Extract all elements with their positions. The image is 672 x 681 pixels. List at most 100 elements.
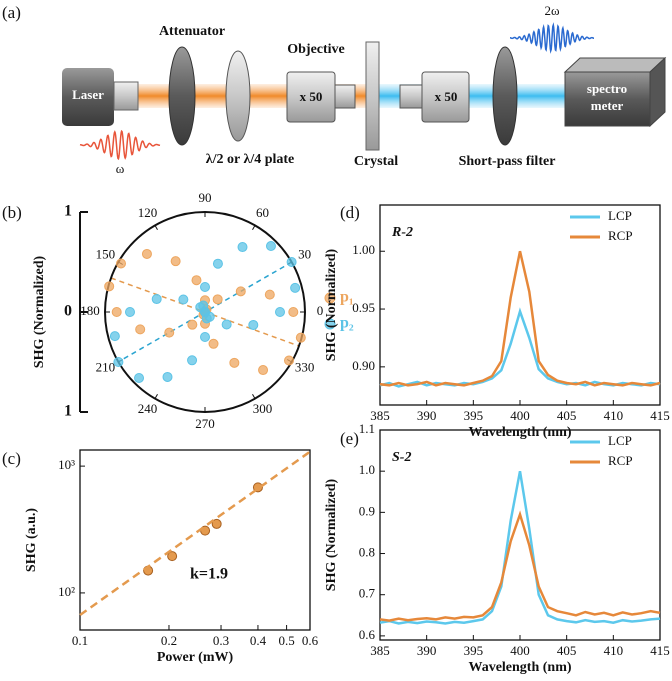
objective-nozzle: [334, 84, 356, 109]
y-tick-label: 10³: [58, 457, 75, 472]
polar-point: [162, 371, 173, 382]
radial-tick-label: 0: [64, 303, 72, 320]
polar-point: [115, 258, 126, 269]
y-tick-label: 0.9: [359, 503, 375, 518]
polar-point: [212, 294, 223, 305]
legend-label: p₁: [340, 289, 354, 306]
plot-frame: [79, 449, 311, 631]
harmonic-pulse: [510, 22, 594, 54]
x-tick-label: 385: [370, 643, 390, 658]
polar-point: [109, 331, 120, 342]
radial-tick-label: 1: [64, 203, 72, 220]
polar-point: [286, 257, 297, 267]
y-tick-label: 10²: [58, 584, 75, 599]
y-tick-label: 0.6: [359, 627, 376, 642]
filter-label: Short-pass filter: [459, 154, 556, 169]
x-axis-label: Wavelength (nm): [468, 425, 571, 440]
y-tick-label: 0.95: [352, 300, 375, 315]
angle-label: 60: [256, 205, 269, 220]
x-tick-label: 395: [464, 643, 484, 658]
polar-point: [113, 357, 124, 367]
angle-label: 150: [96, 246, 116, 261]
x-tick-label: 400: [510, 408, 530, 423]
angle-tick: [252, 394, 256, 399]
polar-point: [141, 248, 152, 259]
polar-point: [200, 282, 210, 292]
polar-point: [135, 324, 146, 335]
angle-label: 330: [295, 359, 315, 374]
magnification: x 50: [300, 89, 323, 104]
chart-title: R-2: [391, 225, 413, 240]
x-axis-label: Power (mW): [157, 650, 234, 665]
polar-point: [104, 281, 115, 292]
angle-label: 210: [96, 359, 116, 374]
polar-point: [229, 357, 240, 368]
polar-point: [265, 241, 276, 252]
angle-label: 30: [298, 246, 311, 261]
legend-label: LCP: [608, 433, 632, 448]
y-tick-label: 0.90: [352, 358, 375, 373]
panel-label: (a): [2, 3, 21, 22]
polar-point: [248, 319, 259, 330]
y-axis-label: SHG (a.u.): [24, 508, 39, 573]
spectrum-line: [379, 307, 661, 388]
polar-point: [187, 355, 198, 366]
polar-point: [191, 275, 202, 286]
polar-point: [264, 289, 275, 300]
polar-point: [204, 311, 215, 322]
angle-label: 120: [138, 205, 158, 220]
angle-label: 270: [195, 416, 215, 431]
fundamental-pulse: [79, 129, 161, 161]
angle-label: 90: [199, 190, 212, 205]
objective-label: Objective: [287, 42, 345, 57]
annotation: k=1.9: [190, 566, 228, 583]
polar-point: [151, 294, 162, 305]
spectrometer-label: spectro: [587, 81, 627, 96]
x-tick-label: 0.4: [250, 633, 267, 648]
y-axis-label: SHG (Normalized): [32, 255, 47, 368]
x-tick-label: 405: [557, 408, 577, 423]
polar-point: [258, 365, 269, 376]
x-tick-label: 415: [650, 643, 670, 658]
x-tick-label: 415: [650, 408, 670, 423]
polar-point: [200, 332, 210, 342]
crystal: [365, 41, 380, 151]
angle-label: 0: [317, 303, 324, 318]
x-tick-label: 390: [417, 643, 437, 658]
panel-label: (b): [2, 203, 22, 222]
angle-tick: [154, 225, 158, 230]
fit-line: [79, 450, 311, 617]
data-point: [167, 551, 178, 562]
x-axis-label: Wavelength (nm): [468, 660, 571, 675]
spectrometer-top: [563, 57, 667, 73]
y-axis-label: SHG (Normalized): [324, 248, 339, 361]
spectrometer: [564, 71, 651, 127]
polar-point: [288, 307, 299, 317]
y-tick-label: 1.1: [359, 421, 375, 436]
polar-point: [275, 307, 285, 317]
polar-point: [284, 355, 295, 366]
crystal-label: Crystal: [354, 154, 398, 169]
polar-point: [208, 338, 219, 349]
x-tick-label: 0.3: [213, 633, 229, 648]
x-tick-label: 385: [370, 408, 390, 423]
laser: [62, 68, 114, 126]
polar-point: [221, 319, 232, 330]
laser-aperture: [113, 81, 139, 111]
harmonic-label: 2ω: [544, 3, 560, 18]
angle-label: 300: [253, 401, 273, 416]
polar-point: [212, 258, 223, 269]
legend-label: p₂: [340, 315, 354, 332]
spectrometer-label: meter: [591, 98, 624, 113]
panel-label: (e): [340, 429, 359, 448]
angle-label: 240: [138, 401, 158, 416]
x-tick-label: 0.2: [161, 633, 177, 648]
short-pass-filter: [492, 46, 518, 146]
x-tick-label: 405: [557, 643, 577, 658]
polar-point: [295, 332, 306, 343]
panel-label: (c): [2, 449, 21, 468]
polar-point: [235, 286, 246, 297]
laser-label: Laser: [72, 87, 104, 102]
legend-label: LCP: [608, 208, 632, 223]
